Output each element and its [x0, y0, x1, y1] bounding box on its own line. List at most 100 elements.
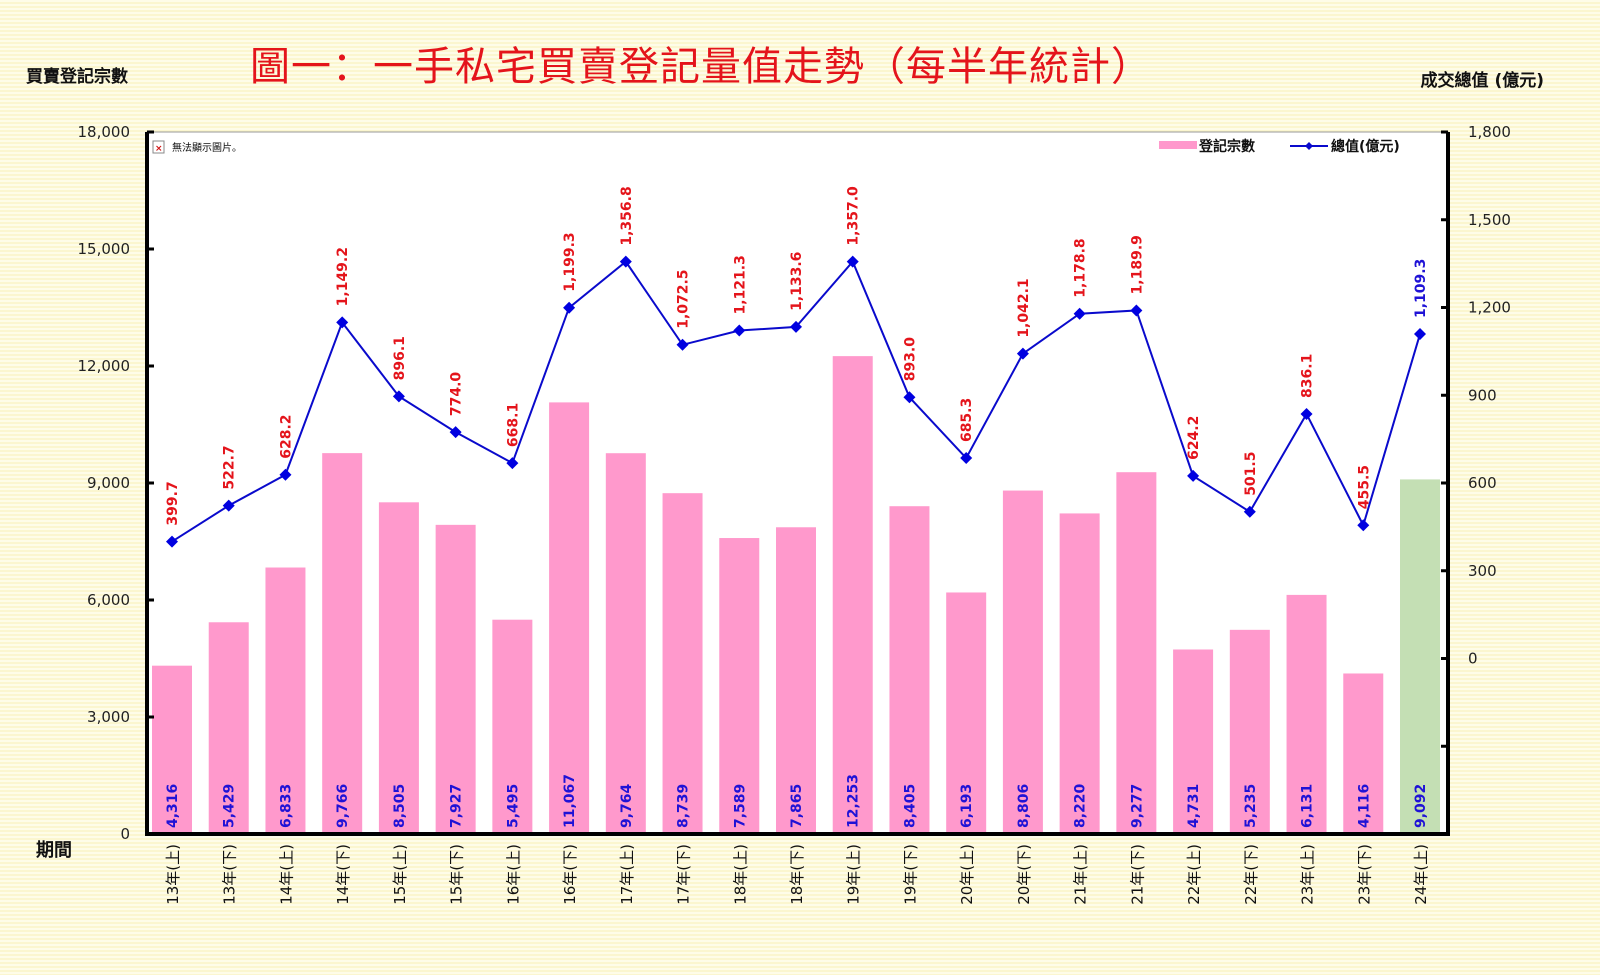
broken-image-text: 無法顯示圖片。 — [172, 141, 242, 154]
legend: 登記宗數 總值(億元) — [1159, 138, 1400, 155]
line-marker-diamond-icon — [733, 324, 746, 337]
bar — [435, 524, 476, 834]
line-marker-diamond-icon — [449, 426, 462, 439]
bar — [1173, 649, 1214, 834]
line-value-label: 628.2 — [278, 414, 294, 458]
bar — [946, 592, 987, 834]
bar-value-label: 12,253 — [846, 774, 862, 828]
line-marker-diamond-icon — [619, 255, 632, 268]
broken-image-icon — [152, 140, 165, 154]
x-category-label: 15年(上) — [391, 844, 409, 905]
right-tick-label: 1,200 — [1468, 299, 1511, 317]
line-marker-diamond-icon — [222, 499, 235, 512]
line-marker-diamond-icon — [960, 452, 973, 465]
x-category-label: 14年(下) — [334, 844, 352, 905]
legend-bar-label: 登記宗數 — [1198, 138, 1255, 155]
right-tick-label: 900 — [1468, 386, 1497, 404]
line-value-label: 896.1 — [392, 336, 408, 380]
line-value-label: 1,189.9 — [1129, 235, 1145, 294]
left-tick-label: 0 — [120, 825, 130, 843]
x-category-label: 20年(下) — [1015, 844, 1033, 905]
bar-value-label: 9,277 — [1129, 784, 1145, 828]
line-marker-diamond-icon — [676, 338, 689, 351]
line-marker-diamond-icon — [506, 457, 519, 470]
line-value-label: 774.0 — [449, 372, 465, 417]
bar-value-label: 6,131 — [1300, 784, 1316, 828]
left-tick-label: 18,000 — [78, 123, 131, 141]
bar — [662, 493, 703, 834]
left-tick-label: 3,000 — [87, 708, 130, 726]
bar-value-label: 7,865 — [789, 784, 805, 828]
bar-series — [152, 356, 1440, 834]
line-value-label: 668.1 — [505, 403, 521, 447]
bar-value-label: 5,429 — [222, 784, 238, 828]
bar-value-label: 4,116 — [1356, 784, 1372, 828]
right-axis-title: 成交總值 (億元) — [1420, 71, 1544, 91]
bar-value-label: 9,764 — [619, 783, 635, 828]
bar-value-label: 8,220 — [1073, 783, 1089, 828]
bar-value-label: 4,731 — [1186, 784, 1202, 828]
bar-value-labels: 4,316 5,429 6,833 9,766 8,505 7,927 5,495 11,06… — [165, 774, 1429, 828]
line-value-label: 685.3 — [959, 398, 975, 442]
bar — [889, 506, 930, 834]
x-category-label: 15年(下) — [448, 844, 466, 905]
line-marker-diamond-icon — [279, 468, 292, 481]
right-tick-label: 1,500 — [1468, 211, 1511, 229]
bar-value-label: 7,927 — [449, 784, 465, 828]
bar-value-label: 5,495 — [505, 784, 521, 828]
bar — [1059, 513, 1100, 834]
line-marker-diamond-icon — [1073, 307, 1086, 320]
x-category-label: 13年(上) — [164, 844, 182, 905]
bar-value-label: 4,316 — [165, 784, 181, 828]
bar — [378, 502, 419, 834]
x-axis-category-labels: 13年(上) 13年(下) 14年(上) 14年(下) 15年(上) 15年(下) 16年(… — [164, 844, 1430, 905]
line-marker-diamond-icon — [846, 255, 859, 268]
left-axis-ticks: 0 3,000 6,000 9,000 12,000 15,000 18,000 — [78, 123, 154, 843]
bar-value-label: 8,806 — [1016, 784, 1032, 828]
line-series — [166, 255, 1426, 548]
bar — [1343, 673, 1384, 834]
bar — [1229, 629, 1270, 834]
line-value-label: 1,356.8 — [619, 186, 635, 245]
line-value-label: 624.2 — [1186, 416, 1202, 460]
left-axis-title: 買賣登記宗數 — [26, 67, 128, 87]
line-value-label: 501.5 — [1243, 452, 1259, 496]
line-value-label: 1,178.8 — [1073, 238, 1089, 297]
legend-bar-swatch — [1159, 141, 1197, 149]
bar-value-label: 8,505 — [392, 784, 408, 828]
right-tick-label: 600 — [1468, 474, 1497, 492]
line-marker-diamond-icon — [1130, 304, 1143, 317]
x-category-label: 23年(下) — [1355, 844, 1373, 905]
bar-value-label: 7,589 — [732, 784, 748, 828]
bar — [1286, 594, 1327, 834]
line-marker-diamond-icon — [336, 316, 349, 329]
line-marker-diamond-icon — [392, 390, 405, 403]
x-category-label: 19年(上) — [845, 844, 863, 905]
bar — [492, 619, 533, 834]
line-marker-diamond-icon — [1016, 347, 1029, 360]
line-marker-diamond-icon — [790, 320, 802, 333]
line-marker-diamond-icon — [166, 535, 178, 548]
bar-value-label: 9,766 — [335, 784, 351, 828]
chart-title: 圖一：一手私宅買賣登記量值走勢（每半年統計） — [250, 44, 1152, 90]
left-tick-label: 15,000 — [78, 240, 131, 258]
bar — [265, 567, 306, 834]
line-marker-diamond-icon — [1414, 328, 1426, 341]
right-tick-label: 300 — [1468, 562, 1497, 580]
left-tick-label: 6,000 — [87, 591, 130, 609]
svg-text:×: × — [155, 144, 163, 154]
line-value-label: 893.0 — [902, 337, 918, 382]
line-marker-diamond-icon — [1300, 407, 1313, 420]
bar — [1116, 472, 1157, 834]
bar — [832, 356, 873, 834]
x-category-label: 17年(下) — [675, 844, 693, 905]
right-tick-label: 1,800 — [1468, 123, 1511, 141]
bar — [605, 453, 646, 834]
bar — [1400, 479, 1440, 834]
bar-value-label: 8,739 — [676, 784, 692, 828]
legend-diamond-icon — [1305, 142, 1313, 150]
x-category-label: 18年(上) — [731, 844, 749, 905]
x-category-label: 18年(下) — [788, 844, 806, 905]
x-category-label: 14年(上) — [277, 844, 295, 905]
